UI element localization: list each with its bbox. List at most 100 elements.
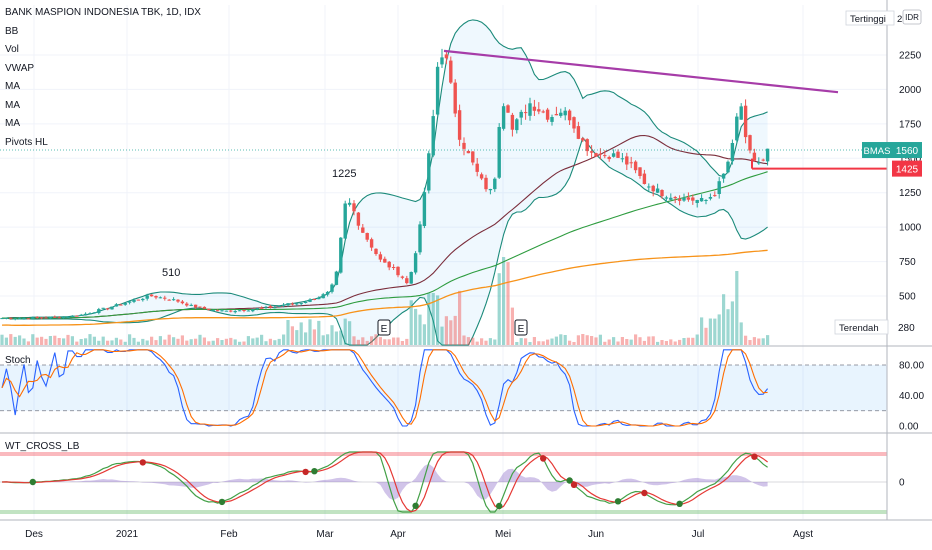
candle-body[interactable] xyxy=(105,308,110,310)
candle-body[interactable] xyxy=(286,303,290,306)
candle-body[interactable] xyxy=(431,116,435,156)
indicator-pivots[interactable]: Pivots HL xyxy=(5,136,48,148)
candle-body[interactable] xyxy=(691,197,695,201)
candle-body[interactable] xyxy=(739,106,743,120)
candle-body[interactable] xyxy=(273,307,277,309)
candle-body[interactable] xyxy=(396,266,400,276)
candle-body[interactable] xyxy=(669,197,673,200)
candle-body[interactable] xyxy=(576,126,581,139)
candle-body[interactable] xyxy=(501,106,506,129)
candle-body[interactable] xyxy=(462,142,466,149)
candle-body[interactable] xyxy=(699,198,704,202)
candle-body[interactable] xyxy=(581,138,585,141)
candle-body[interactable] xyxy=(299,303,303,305)
pivot-price-box[interactable] xyxy=(892,160,922,177)
candle-body[interactable] xyxy=(281,304,286,306)
candle-body[interactable] xyxy=(66,317,70,318)
candle-body[interactable] xyxy=(132,300,136,302)
candle-body[interactable] xyxy=(211,309,215,311)
candle-body[interactable] xyxy=(383,258,387,263)
candle-body[interactable] xyxy=(268,306,273,308)
candle-body[interactable] xyxy=(378,254,383,260)
candle-body[interactable] xyxy=(295,303,299,305)
candle-body[interactable] xyxy=(53,316,57,318)
candle-body[interactable] xyxy=(114,304,119,307)
candle-body[interactable] xyxy=(290,303,295,305)
candle-body[interactable] xyxy=(519,111,523,118)
candle-body[interactable] xyxy=(189,304,193,306)
candle-body[interactable] xyxy=(158,297,163,299)
candle-body[interactable] xyxy=(180,301,185,304)
candle-body[interactable] xyxy=(17,318,22,320)
candle-body[interactable] xyxy=(444,54,449,59)
candle-body[interactable] xyxy=(334,271,339,285)
candle-body[interactable] xyxy=(242,310,246,311)
candle-body[interactable] xyxy=(471,151,475,163)
candle-body[interactable] xyxy=(532,106,537,111)
candle-body[interactable] xyxy=(35,316,39,318)
candle-body[interactable] xyxy=(374,248,378,254)
indicator-bb[interactable]: BB xyxy=(5,25,19,37)
candle-body[interactable] xyxy=(488,189,493,191)
candle-body[interactable] xyxy=(550,117,554,122)
candle-body[interactable] xyxy=(325,291,330,295)
candle-body[interactable] xyxy=(629,162,633,164)
candle-body[interactable] xyxy=(655,188,660,193)
candle-body[interactable] xyxy=(673,197,677,199)
last-price-box[interactable] xyxy=(892,142,922,159)
candle-body[interactable] xyxy=(479,174,484,179)
candle-body[interactable] xyxy=(176,299,180,302)
candle-body[interactable] xyxy=(686,197,691,200)
candle-body[interactable] xyxy=(303,302,308,303)
candle-body[interactable] xyxy=(506,105,510,113)
candle-body[interactable] xyxy=(119,304,123,306)
candle-body[interactable] xyxy=(22,318,26,319)
candle-body[interactable] xyxy=(127,301,132,303)
candle-body[interactable] xyxy=(713,195,717,197)
candle-body[interactable] xyxy=(589,151,594,153)
candle-body[interactable] xyxy=(61,317,66,318)
candle-body[interactable] xyxy=(427,153,431,191)
candle-body[interactable] xyxy=(647,186,651,188)
candle-body[interactable] xyxy=(422,192,427,226)
candle-body[interactable] xyxy=(761,159,765,161)
candle-body[interactable] xyxy=(752,152,757,161)
indicator-ma-1[interactable]: MA xyxy=(5,81,20,92)
candle-body[interactable] xyxy=(193,304,198,308)
candle-body[interactable] xyxy=(585,139,589,152)
candle-body[interactable] xyxy=(347,202,352,205)
ticker-tag-box[interactable] xyxy=(862,142,892,159)
stoch-title[interactable]: Stoch xyxy=(5,355,31,366)
candle-body[interactable] xyxy=(717,181,721,194)
indicator-ma-2[interactable]: MA xyxy=(5,99,20,111)
candle-body[interactable] xyxy=(207,308,211,311)
candle-body[interactable] xyxy=(75,315,79,317)
earnings-marker-1[interactable] xyxy=(514,319,528,336)
candle-body[interactable] xyxy=(57,317,61,319)
candle-body[interactable] xyxy=(497,127,501,178)
candle-body[interactable] xyxy=(229,310,233,312)
candle-body[interactable] xyxy=(757,162,761,164)
candle-body[interactable] xyxy=(97,309,101,313)
candle-body[interactable] xyxy=(642,173,647,184)
candle-body[interactable] xyxy=(154,296,158,298)
candle-body[interactable] xyxy=(167,299,171,301)
indicator-vol[interactable]: Vol xyxy=(5,44,19,55)
candle-body[interactable] xyxy=(259,307,264,309)
candle-body[interactable] xyxy=(611,153,616,157)
candle-body[interactable] xyxy=(141,298,145,301)
candle-body[interactable] xyxy=(330,284,334,292)
candle-body[interactable] xyxy=(515,119,519,131)
candle-body[interactable] xyxy=(224,310,229,312)
candle-body[interactable] xyxy=(317,297,321,300)
candle-body[interactable] xyxy=(83,313,88,316)
symbol-title[interactable]: BANK MASPION INDONESIA TBK, 1D, IDX xyxy=(5,7,201,18)
candle-body[interactable] xyxy=(391,267,396,268)
candle-body[interactable] xyxy=(339,237,343,273)
candle-body[interactable] xyxy=(405,278,409,284)
candle-body[interactable] xyxy=(616,151,620,158)
candle-body[interactable] xyxy=(369,239,374,248)
candle-body[interactable] xyxy=(101,307,105,309)
candle-body[interactable] xyxy=(356,212,361,226)
candle-body[interactable] xyxy=(418,224,422,253)
